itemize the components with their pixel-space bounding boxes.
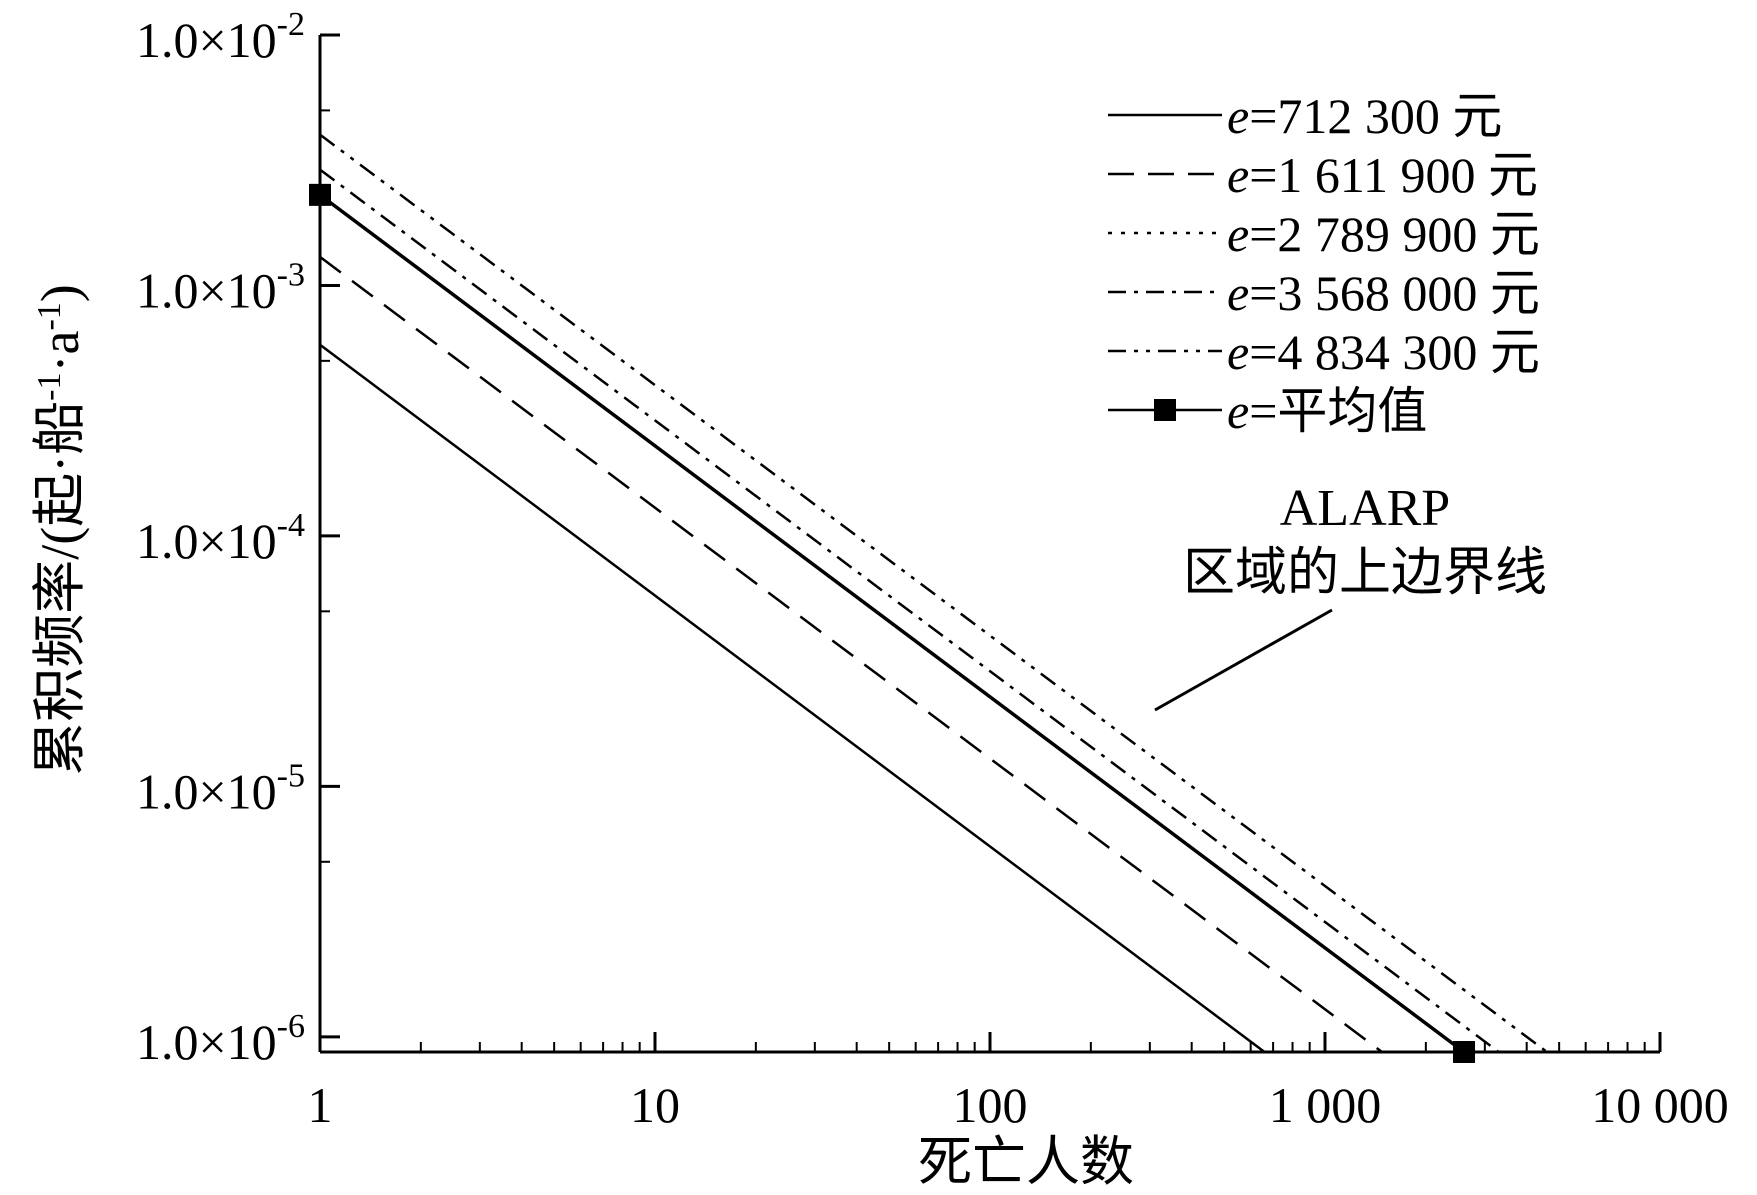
y-tick-label: 1.0×10-2	[136, 6, 305, 68]
y-axis-title-close: )	[30, 284, 90, 302]
y-axis-title-main: 累积频率/(起·船	[30, 401, 90, 776]
x-tick-label: 1	[308, 1077, 333, 1133]
legend-label-value: =712 300 元	[1249, 88, 1502, 144]
x-axis-ticks: 1 10 100 1 000 10 000	[308, 1032, 1729, 1133]
x-tick-label: 10 000	[1591, 1077, 1729, 1133]
legend-label-prefix: e	[1227, 265, 1249, 321]
legend-label-value: =2 789 900 元	[1249, 206, 1540, 262]
legend-label-5: e=4 834 300 元	[1227, 324, 1540, 380]
legend-label-value: =3 568 000 元	[1249, 265, 1540, 321]
y-tick-exponent: -5	[277, 757, 305, 794]
legend-label-prefix: e	[1227, 88, 1249, 144]
y-tick-mantissa: 1.0×10	[136, 763, 277, 819]
alarp-annotation-pointer	[1154, 608, 1333, 712]
legend-label-prefix: e	[1227, 324, 1249, 380]
series-line-6	[318, 193, 1466, 1054]
legend-label-4: e=3 568 000 元	[1227, 265, 1540, 321]
series-line-2	[319, 255, 1383, 1054]
legend-label-value: =4 834 300 元	[1249, 324, 1540, 380]
series-marker	[1453, 1041, 1476, 1063]
legend-label-value: =平均值	[1249, 383, 1427, 439]
legend: e=712 300 元e=1 611 900 元e=2 789 900 元e=3…	[1108, 88, 1540, 439]
y-tick-mantissa: 1.0×10	[136, 513, 277, 569]
x-tick-label: 100	[953, 1077, 1028, 1133]
legend-marker	[1154, 399, 1176, 421]
y-tick-label: 1.0×10-6	[136, 1008, 305, 1070]
legend-label-prefix: e	[1227, 383, 1249, 439]
x-tick-label: 10	[630, 1077, 680, 1133]
legend-label-prefix: e	[1227, 147, 1249, 203]
y-tick-label: 1.0×10-3	[136, 256, 305, 318]
y-tick-exponent: -4	[277, 507, 305, 544]
alarp-annotation-line1: ALARP	[1280, 480, 1450, 537]
y-tick-label: 1.0×10-5	[136, 757, 305, 819]
y-axis-title-sup1: -1	[31, 372, 68, 400]
legend-label-1: e=712 300 元	[1227, 88, 1502, 144]
alarp-annotation-line2: 区域的上边界线	[1183, 545, 1547, 602]
legend-label-2: e=1 611 900 元	[1227, 147, 1538, 203]
legend-label-value: =1 611 900 元	[1249, 147, 1538, 203]
y-tick-label: 1.0×10-4	[136, 507, 305, 569]
series-line-5	[319, 133, 1548, 1054]
y-axis-ticks: 1.0×10-21.0×10-31.0×10-41.0×10-51.0×10-6	[136, 6, 340, 1070]
legend-label-3: e=2 789 900 元	[1227, 206, 1540, 262]
y-tick-exponent: -3	[277, 256, 305, 293]
legend-label-6: e=平均值	[1227, 383, 1427, 439]
y-tick-exponent: -2	[277, 6, 305, 43]
y-axis-title-mid: ·a	[30, 331, 90, 373]
y-tick-mantissa: 1.0×10	[136, 1014, 277, 1070]
x-tick-label: 1 000	[1269, 1077, 1382, 1133]
x-axis-title: 死亡人数	[918, 1132, 1134, 1192]
series-line-4	[319, 168, 1500, 1054]
y-axis-title: 累积频率/(起·船-1·a-1)	[30, 284, 90, 776]
series-line-1	[319, 343, 1266, 1054]
y-tick-mantissa: 1.0×10	[136, 262, 277, 318]
y-tick-mantissa: 1.0×10	[136, 12, 277, 68]
alarp-annotation: ALARP 区域的上边界线	[1154, 480, 1547, 712]
legend-label-prefix: e	[1227, 206, 1249, 262]
series-layer	[309, 133, 1548, 1063]
y-axis-title-sup2: -1	[31, 302, 68, 330]
series-marker	[309, 183, 331, 206]
y-tick-exponent: -6	[277, 1008, 305, 1045]
